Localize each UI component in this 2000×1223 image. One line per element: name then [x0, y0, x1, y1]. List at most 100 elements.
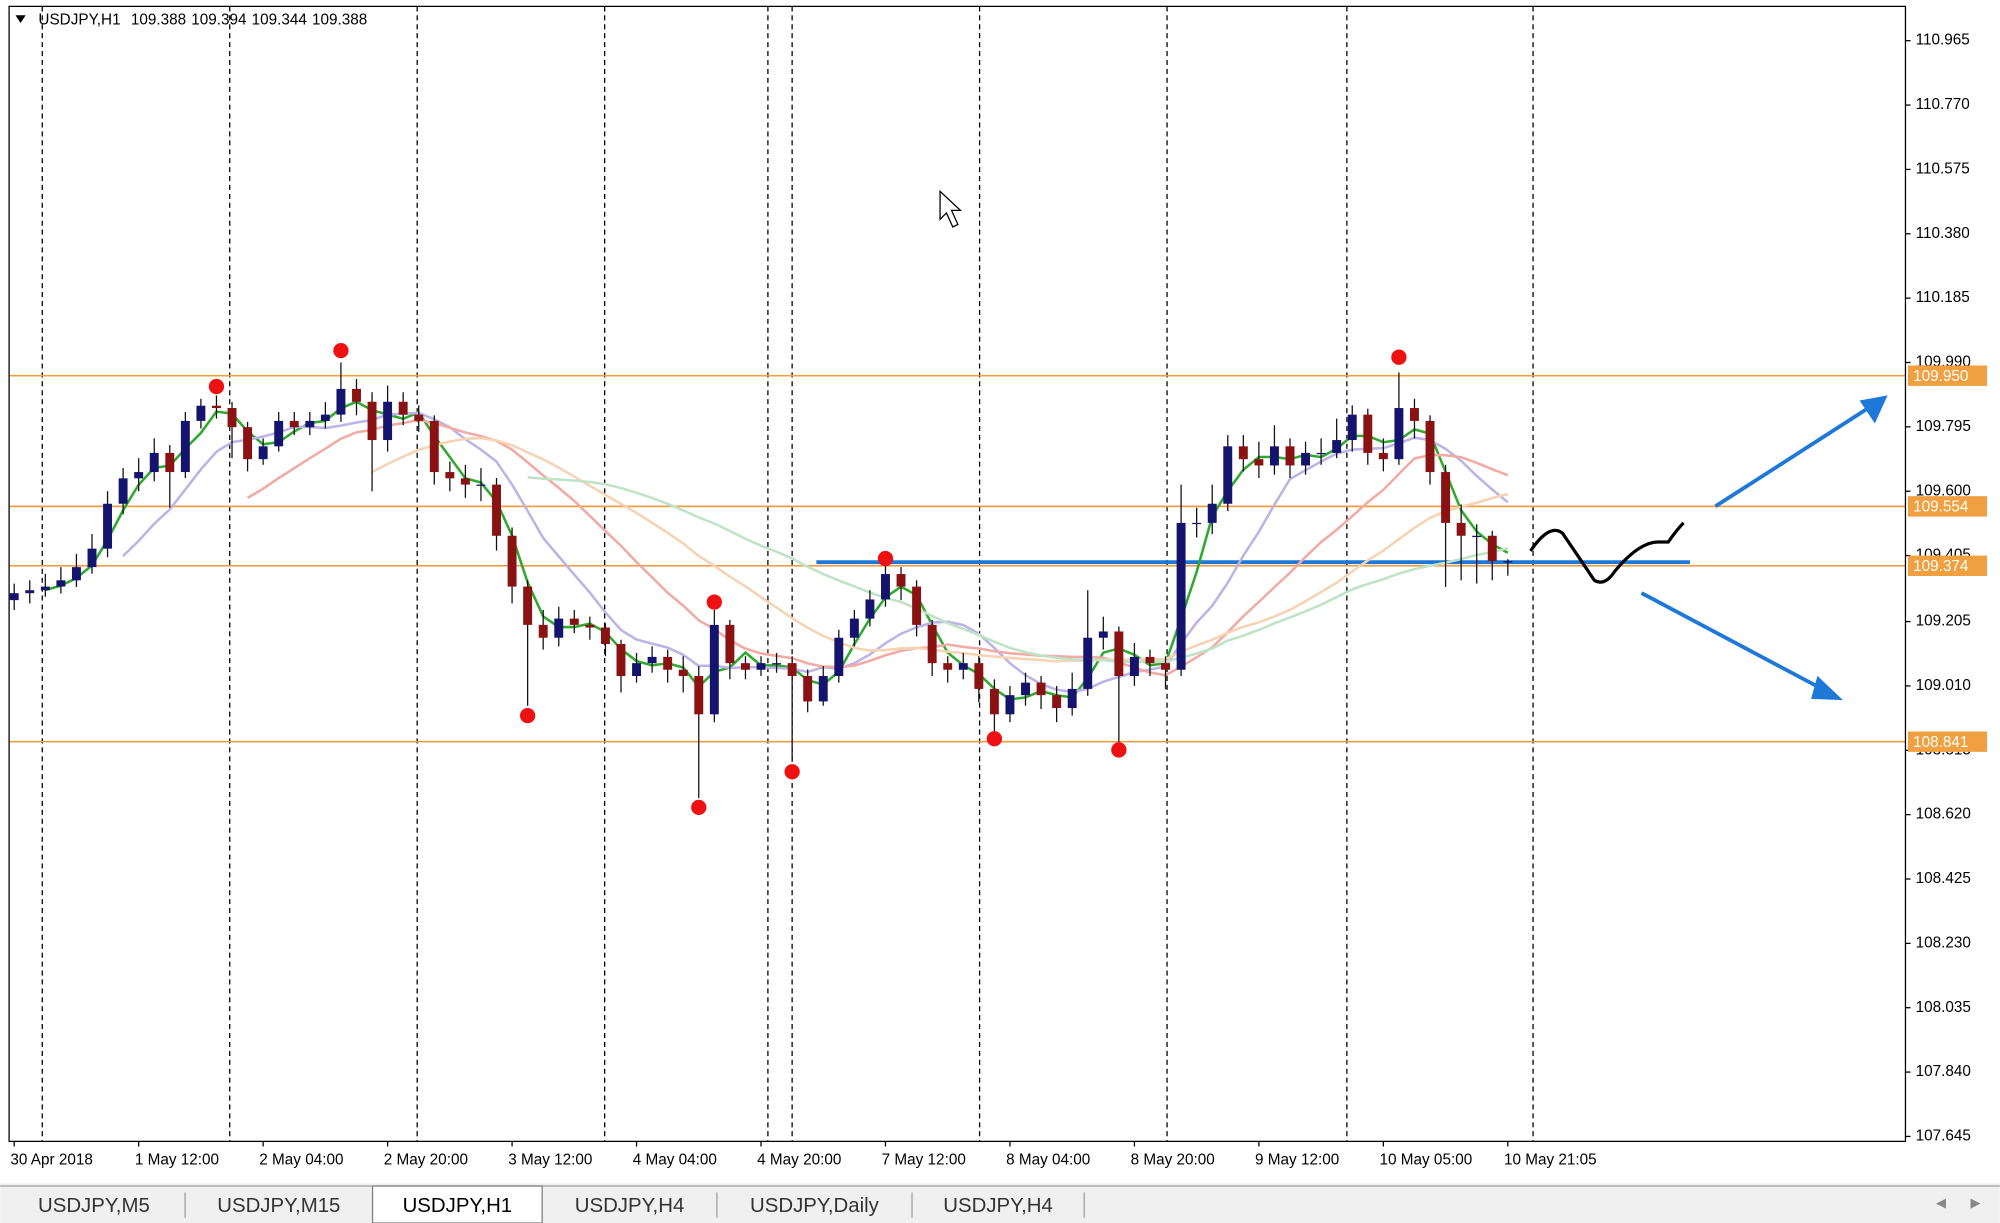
candle-body — [87, 548, 97, 568]
y-tick-label: 107.645 — [1916, 1127, 1971, 1144]
x-tick-label: 8 May 04:00 — [1006, 1152, 1090, 1169]
candle-body — [1456, 522, 1466, 536]
level-label: 108.841 — [1913, 734, 1968, 751]
levels — [9, 374, 1906, 743]
candle-body — [1394, 408, 1404, 460]
arrow-up-head — [1859, 395, 1888, 424]
candle-body — [989, 688, 999, 715]
forecast-wave — [1529, 521, 1685, 584]
candle-body — [1316, 452, 1326, 455]
candle-body — [429, 420, 439, 473]
chart-header: USDJPY,H1 109.388 109.394 109.344 109.388 — [38, 11, 367, 28]
tab-label[interactable]: USDJPY,H1 — [403, 1195, 513, 1217]
candle-body — [25, 590, 35, 594]
moving-average — [246, 418, 1509, 677]
y-tick-label: 108.620 — [1916, 806, 1971, 823]
tab-label[interactable]: USDJPY,M5 — [38, 1195, 150, 1217]
swing-marker — [1391, 349, 1407, 365]
candle-body — [320, 414, 330, 421]
candle-body — [694, 676, 704, 715]
tab-label[interactable]: USDJPY,M15 — [217, 1195, 340, 1217]
tab-active[interactable] — [371, 1185, 543, 1223]
candle-body — [352, 388, 361, 402]
symbol: USDJPY,H1 — [38, 11, 120, 28]
swing-marker — [1111, 742, 1127, 758]
arrow-up — [1714, 403, 1874, 508]
candle-body — [632, 663, 642, 677]
moving-average — [527, 476, 1509, 664]
candle-body — [103, 503, 113, 549]
candle-body — [1472, 535, 1482, 538]
candle-body — [40, 586, 50, 591]
candle-body — [1036, 682, 1046, 696]
level-label: 109.950 — [1913, 368, 1968, 385]
candle-body — [740, 663, 750, 670]
tab-label[interactable]: USDJPY,Daily — [750, 1195, 880, 1217]
tab-label[interactable]: USDJPY,H4 — [575, 1195, 685, 1217]
y-tick-label: 108.230 — [1916, 934, 1971, 951]
candle-body — [1223, 446, 1233, 504]
time-axis: 30 Apr 2018 1 May 12:00 2 May 04:00 2 May 2… — [10, 1141, 1597, 1169]
candle-body — [149, 452, 159, 473]
swing-marker — [706, 594, 722, 610]
y-tick-label: 108.425 — [1916, 870, 1971, 887]
candle-body — [569, 618, 579, 625]
candle-body — [912, 586, 922, 625]
candle-body — [1098, 631, 1108, 638]
swing-marker — [784, 764, 800, 780]
candle-body — [1441, 472, 1451, 523]
candle-body — [709, 624, 719, 715]
candle-body — [56, 580, 66, 587]
level-box — [1908, 365, 1988, 386]
x-tick-label: 8 May 20:00 — [1131, 1152, 1215, 1169]
y-tick-label: 110.770 — [1916, 96, 1970, 113]
candle-body — [787, 663, 797, 677]
level-label: 109.554 — [1913, 499, 1969, 516]
candle-body — [1487, 535, 1497, 562]
quote-high: 109.394 — [191, 11, 247, 28]
candle-body — [289, 420, 299, 428]
tabs: USDJPY,M5 USDJPY,M15 USDJPY,H1 USDJPY,H4 USD… — [38, 1185, 1085, 1223]
swing-marker — [519, 707, 536, 724]
candle-body — [460, 478, 470, 485]
plot-border — [8, 5, 1907, 1143]
candle-body — [1207, 503, 1217, 523]
y-tick-label: 108.035 — [1916, 999, 1971, 1016]
candle-body — [367, 401, 377, 441]
candle-body — [1285, 446, 1295, 466]
candle-body — [523, 586, 533, 625]
candle-body — [383, 401, 393, 441]
candle-body — [258, 446, 268, 460]
candle-body — [803, 676, 813, 702]
candle-body — [414, 414, 424, 421]
x-tick-label: 7 May 12:00 — [882, 1152, 966, 1169]
candle-body — [1145, 656, 1155, 664]
level-box — [1908, 555, 1988, 576]
candle-body — [818, 676, 828, 702]
swing-marker — [333, 342, 349, 359]
candle-body — [9, 593, 19, 601]
candle-body — [1021, 682, 1030, 696]
candle-body — [647, 656, 657, 664]
scroll-right[interactable]: ▶ — [1970, 1195, 1980, 1210]
swing-marker — [208, 378, 225, 395]
candle-body — [865, 599, 875, 619]
swing-marker — [877, 550, 894, 567]
candle-body — [896, 574, 906, 587]
y-tick-label: 110.575 — [1916, 160, 1970, 177]
scroll-left[interactable]: ◀ — [1936, 1195, 1946, 1210]
arrow-down-head — [1811, 675, 1843, 701]
candle-body — [305, 420, 315, 428]
tab-label[interactable]: USDJPY,H4 — [943, 1195, 1053, 1217]
y-tick-label: 110.965 — [1916, 32, 1970, 49]
menu-triangle[interactable] — [15, 15, 26, 23]
candle-body — [1378, 452, 1388, 460]
candle-body — [1254, 459, 1264, 466]
candle-body — [1161, 663, 1170, 670]
level-box — [1908, 731, 1988, 752]
x-tick-label: 2 May 20:00 — [384, 1152, 468, 1169]
candle-body — [756, 663, 766, 670]
candle-body — [538, 624, 548, 638]
